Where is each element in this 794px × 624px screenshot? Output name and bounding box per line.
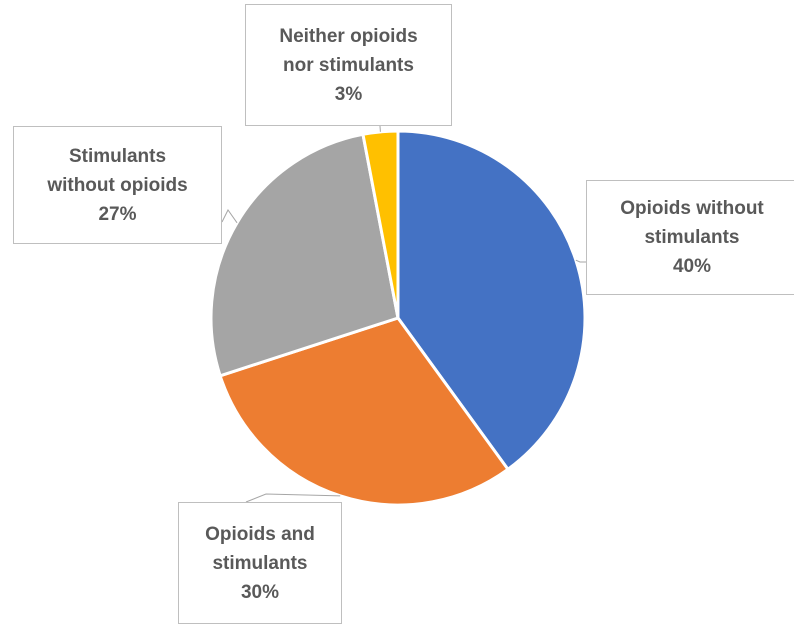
callout-label-line: Stimulants — [69, 142, 166, 171]
callout-value: 3% — [335, 80, 362, 109]
callout-opioids-and-stimulants: Opioids and stimulants 30% — [178, 502, 342, 624]
callout-label-line: Opioids without — [620, 194, 764, 223]
callout-label-line: Opioids and — [205, 520, 315, 549]
callout-label-line: stimulants — [212, 549, 307, 578]
callout-label-line: stimulants — [644, 223, 739, 252]
callout-opioids-without-stimulants: Opioids without stimulants 40% — [586, 180, 794, 295]
callout-neither-opioids-nor-stimulants: Neither opioids nor stimulants 3% — [245, 4, 452, 126]
callout-value: 27% — [98, 200, 136, 229]
callout-label-line: nor stimulants — [283, 51, 414, 80]
leader-line-stimulants-without-opioids — [222, 210, 237, 223]
leader-line-opioids-and-stimulants — [246, 494, 340, 502]
callout-stimulants-without-opioids: Stimulants without opioids 27% — [13, 126, 222, 244]
callout-label-line: without opioids — [47, 171, 187, 200]
callout-label-line: Neither opioids — [279, 22, 417, 51]
callout-value: 30% — [241, 578, 279, 607]
callout-value: 40% — [673, 252, 711, 281]
